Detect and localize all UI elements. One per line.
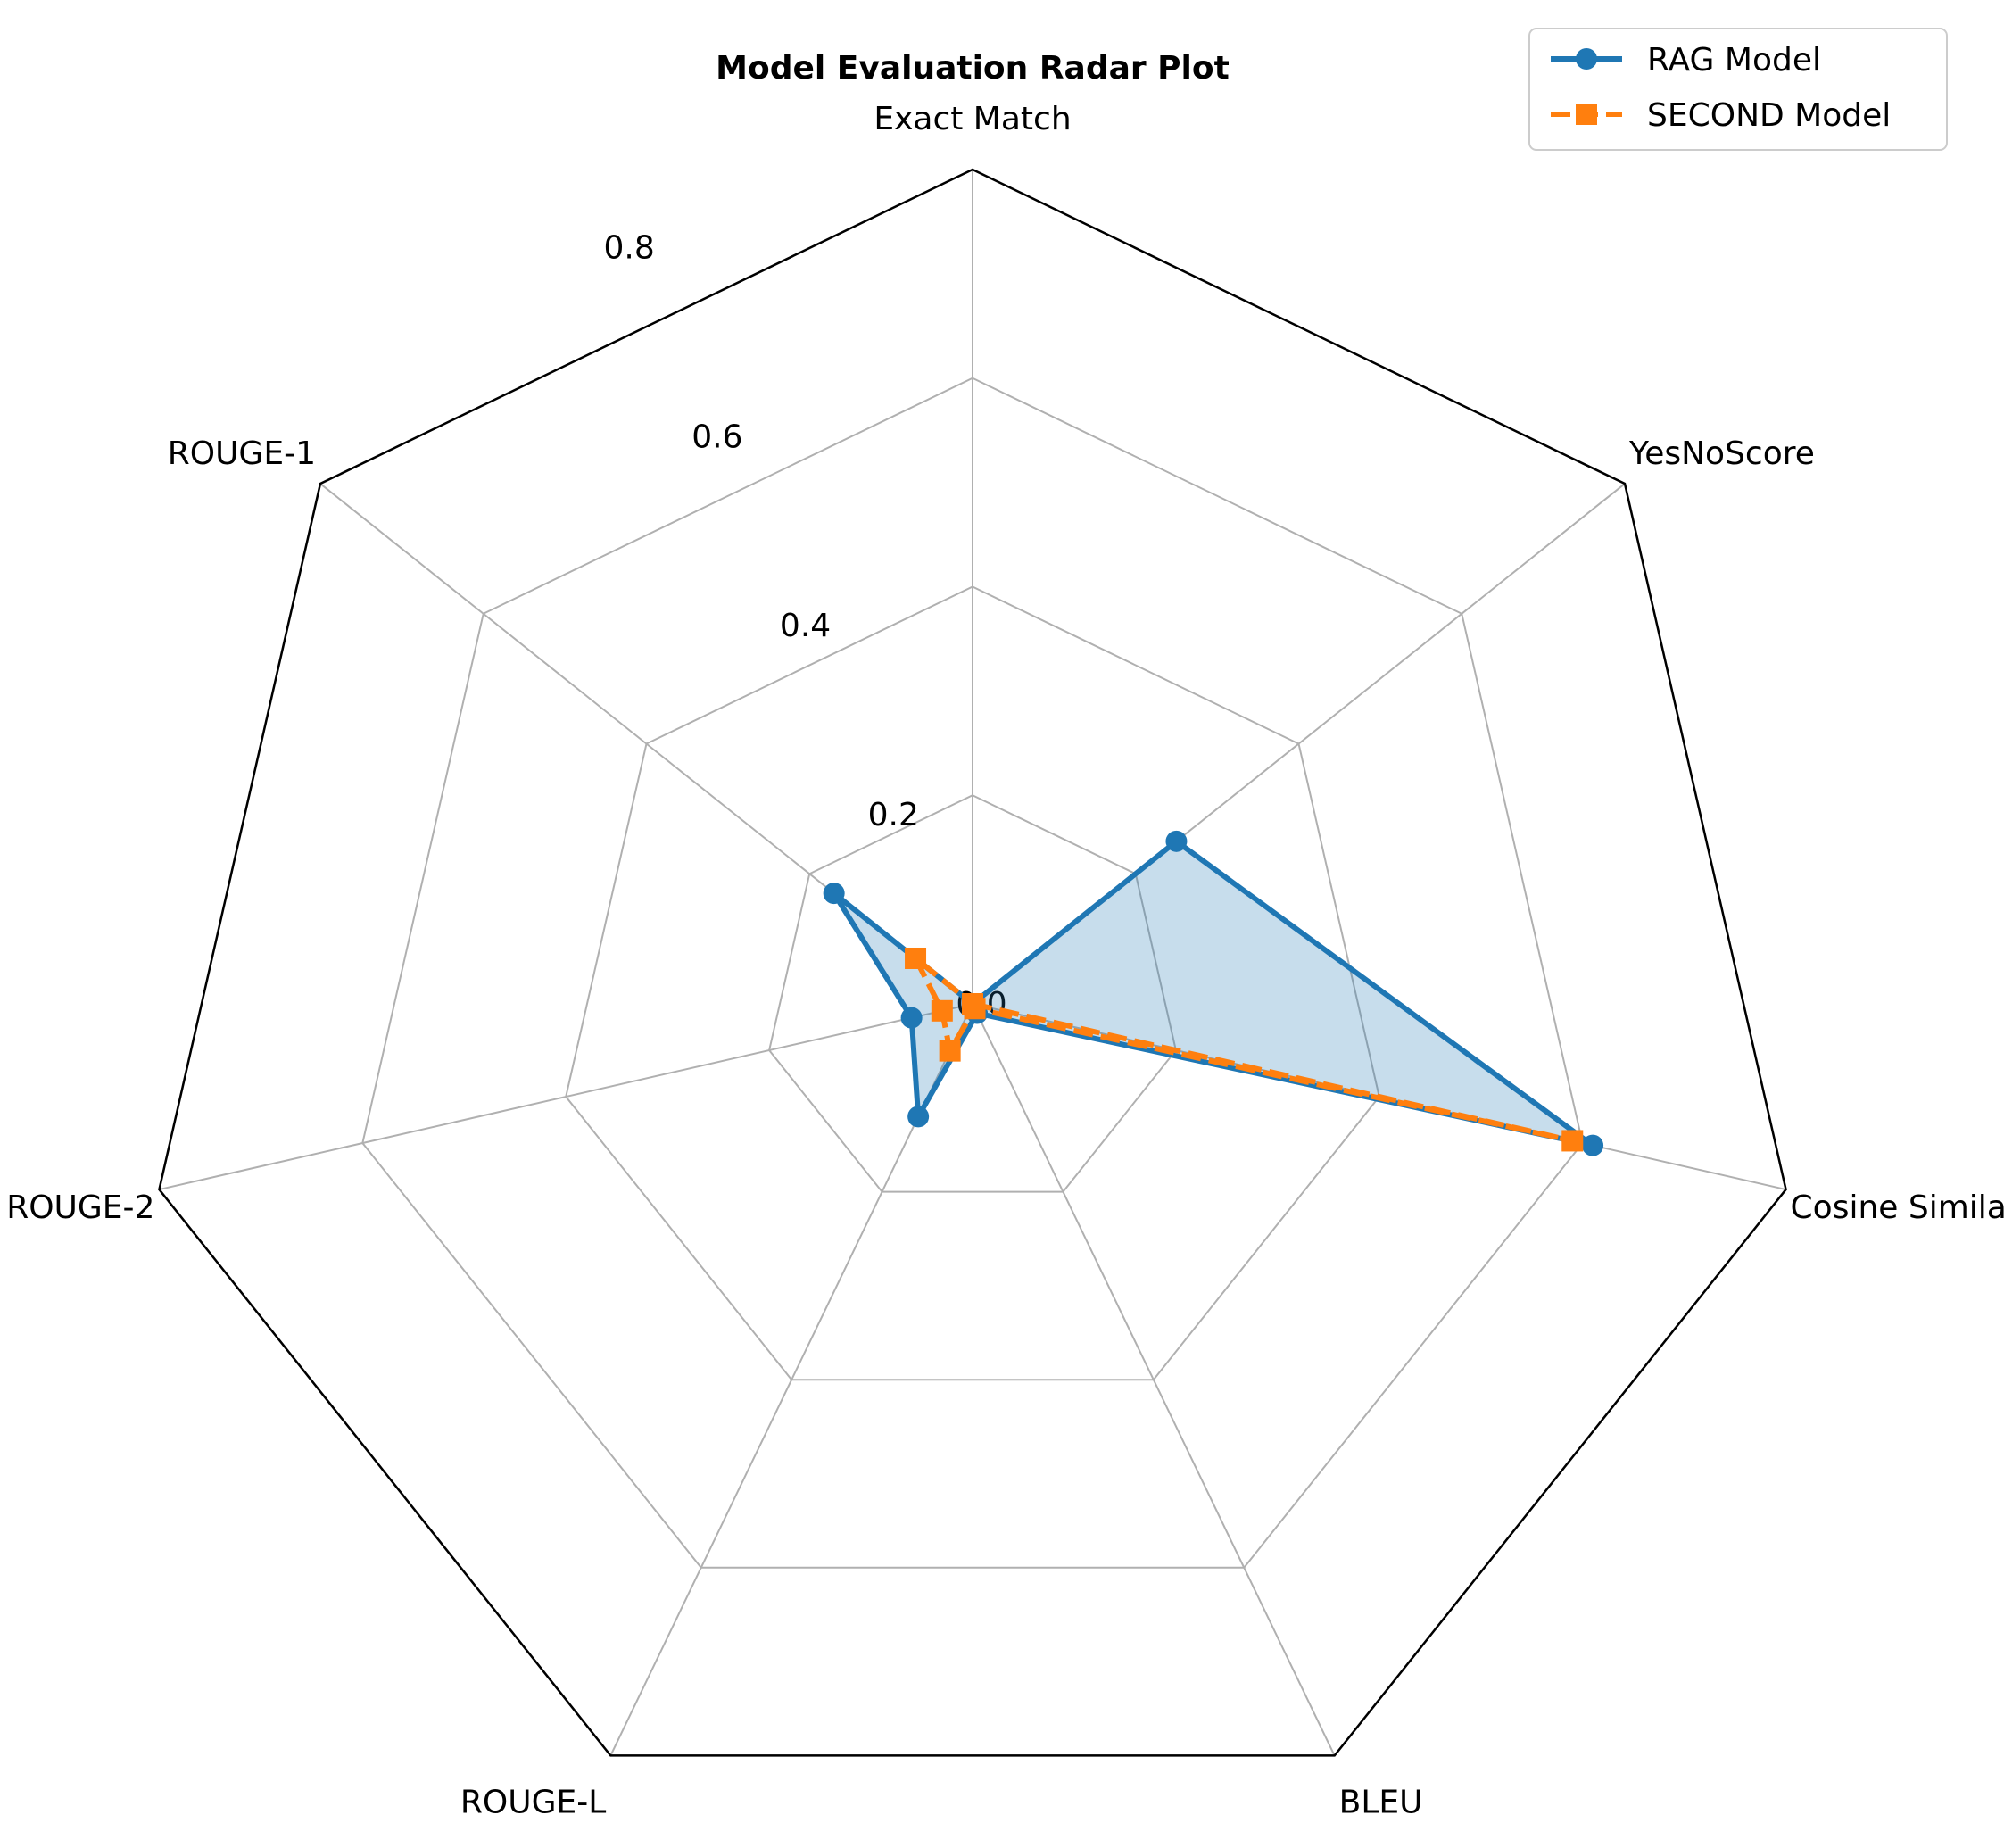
legend-label: SECOND Model xyxy=(1647,97,1891,134)
data-point xyxy=(905,947,927,969)
category-label: ROUGE-1 xyxy=(168,435,316,472)
grid-spoke-4 xyxy=(609,1003,973,1756)
grid-ring-1 xyxy=(768,794,1177,1193)
category-label: ROUGE-L xyxy=(460,1785,606,1821)
data-point xyxy=(931,999,953,1022)
category-label: YesNoScore xyxy=(1628,435,1815,472)
data-point xyxy=(1582,1134,1604,1156)
legend: RAG Model SECOND Model xyxy=(1528,28,1948,151)
radial-tick-labels: 0.00.20.40.60.8 xyxy=(604,229,1007,1023)
series-area xyxy=(833,841,1594,1146)
legend-marker xyxy=(1576,48,1597,70)
grid-spoke-5 xyxy=(159,1003,973,1191)
series-0 xyxy=(823,830,1604,1156)
radial-tick-label: 0.8 xyxy=(604,229,655,266)
category-label: ROUGE-2 xyxy=(6,1189,154,1226)
category-label: BLEU xyxy=(1339,1785,1423,1821)
data-point xyxy=(823,883,845,905)
data-point xyxy=(900,1007,923,1029)
data-point xyxy=(1561,1130,1584,1152)
series-layer xyxy=(823,830,1604,1156)
series-1 xyxy=(905,947,1584,1152)
grid-ring-3 xyxy=(361,377,1584,1569)
legend-label: RAG Model xyxy=(1647,42,1821,79)
grid-ring-2 xyxy=(565,585,1380,1381)
data-point xyxy=(1165,830,1188,852)
radial-tick-label: 0.2 xyxy=(868,797,919,833)
outer-frame xyxy=(158,168,1787,1757)
category-axis-labels: Exact Match YesNoScore Cosine Similarity BL… xyxy=(6,101,2004,1821)
category-label: Cosine Similarity xyxy=(1791,1189,2004,1226)
chart-title: Model Evaluation Radar Plot xyxy=(716,50,1230,87)
legend-marker xyxy=(1576,104,1597,125)
legend-box xyxy=(1528,28,1948,151)
grid-spoke-3 xyxy=(972,1003,1336,1756)
data-point xyxy=(907,1106,930,1128)
radial-grid xyxy=(158,168,1787,1757)
data-point xyxy=(939,1040,961,1062)
data-point xyxy=(964,998,986,1020)
category-label: Exact Match xyxy=(874,101,1071,137)
radial-tick-label: 0.4 xyxy=(780,608,831,644)
radial-tick-label: 0.6 xyxy=(691,418,742,455)
series-line xyxy=(831,838,1596,1148)
